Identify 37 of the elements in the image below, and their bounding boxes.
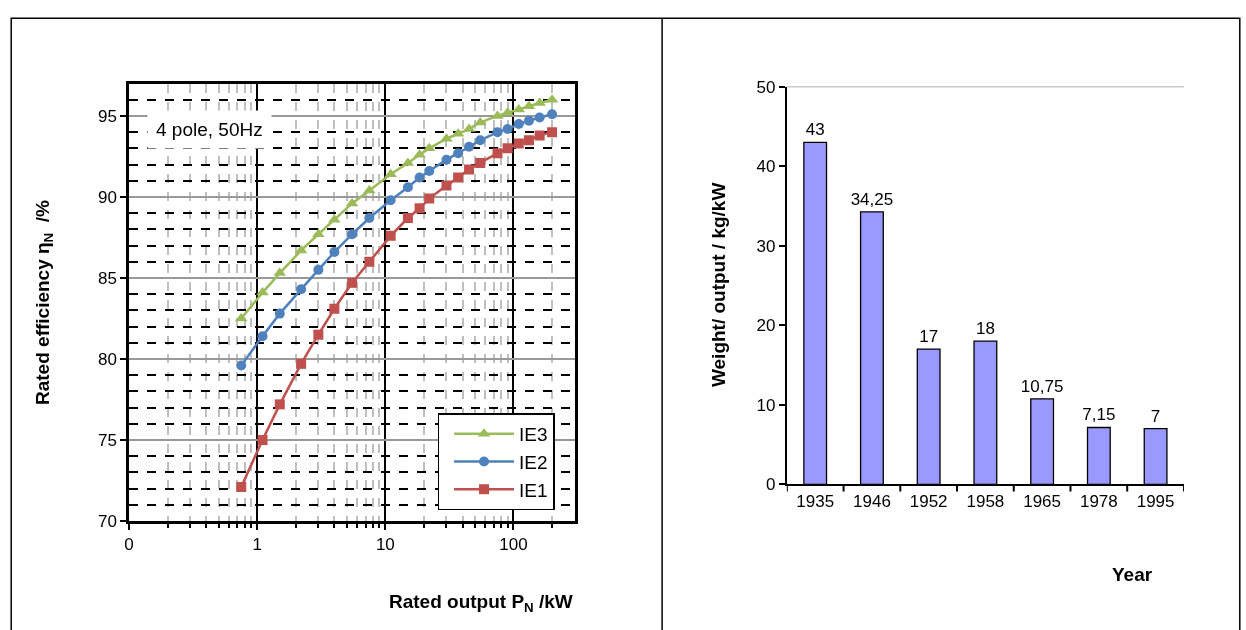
x-tick-label: 0 [124, 535, 134, 555]
y-tick-label: 95 [98, 106, 117, 126]
y-tick-label: 0 [765, 475, 776, 495]
data-label: 34,25 [850, 189, 894, 209]
x-tick-label: 1 [252, 535, 262, 555]
y-tick-label: 90 [98, 187, 117, 207]
x-tick-label: 10 [375, 535, 395, 555]
annotation: 4 pole, 50Hz [156, 119, 263, 140]
x-tick-label: 1978 [1079, 491, 1118, 511]
x-tick-label: 1946 [853, 491, 891, 511]
x-tick-label: 1952 [909, 491, 948, 511]
data-label: 7 [1150, 406, 1161, 426]
y-tick-label: 50 [756, 77, 776, 97]
legend-label: IE2 [519, 451, 548, 473]
y-tick-label: 30 [756, 236, 776, 256]
y-tick-label: 70 [98, 511, 117, 531]
legend-label: IE3 [519, 424, 548, 446]
data-label: 7,15 [1082, 405, 1116, 425]
x-tick-label: 100 [499, 535, 528, 555]
y-tick-label: 75 [98, 430, 117, 450]
x-axis-title: Rated output P$_{N}$ /kW [389, 591, 573, 615]
data-label: 10,75 [1020, 376, 1064, 396]
x-tick-label: 1935 [796, 491, 835, 511]
y-tick-label: 10 [756, 395, 776, 415]
data-label: 43 [805, 120, 825, 140]
x-axis-title: Year [1112, 564, 1153, 585]
legend-label: IE1 [519, 479, 548, 501]
y-tick-label: 80 [98, 349, 117, 369]
y-tick-label: 40 [756, 157, 776, 177]
data-label: 18 [975, 319, 995, 339]
y-tick-label: 20 [756, 316, 776, 336]
x-tick-label: 1958 [966, 491, 1005, 511]
y-axis-title: Weight/ output / kg/kW [708, 182, 730, 388]
x-tick-label: 1965 [1023, 491, 1062, 511]
x-tick-label: 1995 [1136, 491, 1175, 511]
y-tick-label: 85 [98, 268, 117, 288]
data-label: 17 [919, 327, 939, 347]
